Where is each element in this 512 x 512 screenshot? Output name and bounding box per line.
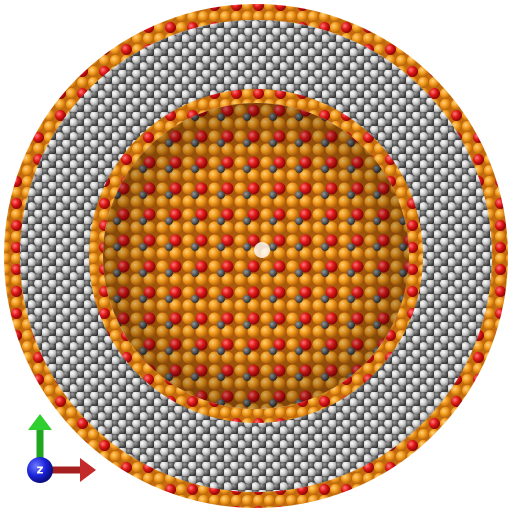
z-axis-label: z <box>37 463 44 477</box>
inner-headgroups <box>89 89 423 423</box>
x-axis-arrowhead <box>80 458 96 482</box>
center-gap <box>254 242 270 258</box>
y-axis-arrowhead <box>28 414 52 430</box>
axis-indicator: z <box>27 414 96 483</box>
lipid-tails <box>20 20 492 492</box>
z-axis-sphere <box>27 457 53 483</box>
core-shading <box>103 103 409 409</box>
outer-headgroups <box>4 4 508 508</box>
vesicle <box>4 4 508 508</box>
